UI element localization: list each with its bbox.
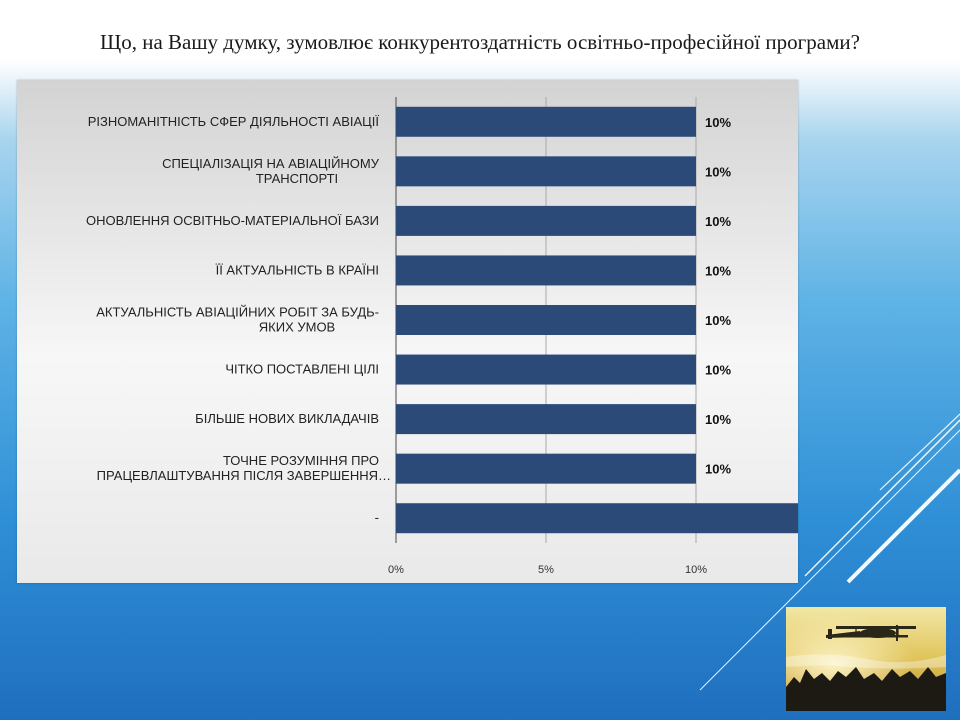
bar: [396, 453, 696, 484]
category-label: ТОЧНЕ РОЗУМІННЯ ПРО ПРАЦЕВЛАШТУВАННЯ ПІСЛ…: [97, 453, 391, 483]
category-label: РІЗНОМАНІТНІСТЬ СФЕР ДІЯЛЬНОСТІ АВІАЦІЇ: [88, 114, 380, 129]
airplane-photo: [786, 607, 946, 711]
bar-chart: РІЗНОМАНІТНІСТЬ СФЕР ДІЯЛЬНОСТІ АВІАЦІЇ 1…: [86, 97, 798, 576]
x-tick-label: 0%: [388, 564, 404, 576]
bar: [396, 305, 696, 335]
bar: [396, 156, 696, 187]
bar: [396, 205, 696, 236]
chart-panel: РІЗНОМАНІТНІСТЬ СФЕР ДІЯЛЬНОСТІ АВІАЦІЇ 1…: [17, 80, 798, 583]
bar: [396, 404, 696, 435]
data-label: 10%: [705, 462, 731, 477]
category-label: ЧІТКО ПОСТАВЛЕНІ ЦІЛІ: [225, 362, 379, 377]
category-label: ЇЇ АКТУАЛЬНІСТЬ В КРАЇНІ: [216, 262, 379, 277]
data-label: 10%: [705, 164, 731, 179]
bar: [396, 354, 696, 385]
x-tick-label: 10%: [685, 564, 707, 576]
data-label: 10%: [705, 313, 731, 328]
airplane-icon: [826, 625, 916, 641]
data-label: 10%: [705, 363, 731, 378]
data-label: 10%: [705, 214, 731, 229]
data-label: 10%: [705, 115, 731, 130]
slide-title: Що, на Вашу думку, зумовлює конкурентозд…: [100, 30, 860, 54]
bar: [396, 255, 696, 286]
category-label: БІЛЬШЕ НОВИХ ВИКЛАДАЧІВ: [195, 411, 379, 426]
category-label: АКТУАЛЬНІСТЬ АВІАЦІЙНИХ РОБІТ ЗА БУДЬ-ЯК…: [96, 305, 379, 335]
category-label: СПЕЦІАЛІЗАЦІЯ НА АВІАЦІЙНОМУ ТРАНСПОРТІ: [162, 156, 380, 186]
data-label: 10%: [705, 263, 731, 278]
bar: [396, 106, 696, 137]
data-label: 10%: [705, 412, 731, 427]
bar: [396, 503, 798, 534]
category-label: -: [375, 510, 379, 525]
x-tick-label: 5%: [538, 564, 554, 576]
category-label: ОНОВЛЕННЯ ОСВІТНЬО-МАТЕРІАЛЬНОЇ БАЗИ: [86, 213, 379, 228]
